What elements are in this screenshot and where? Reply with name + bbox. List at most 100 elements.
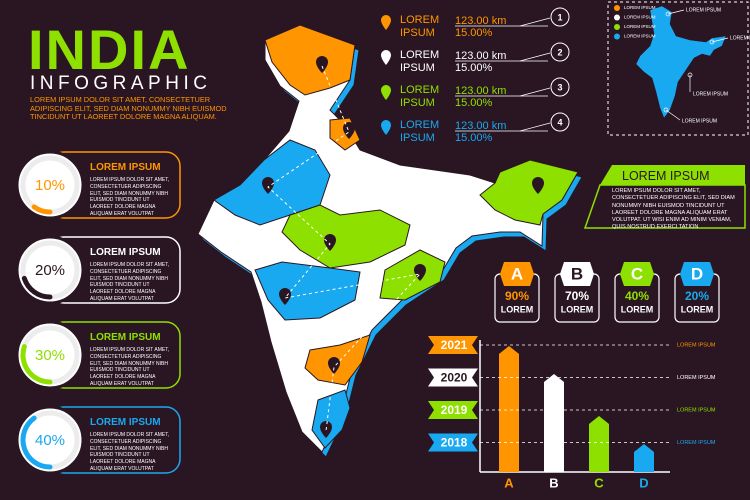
legend-label: LOREM IPSUM: [624, 15, 656, 20]
pin-icon: [381, 50, 391, 65]
number-circle: [550, 112, 570, 132]
mini-map-label: LOREM IPSUM: [682, 118, 717, 124]
india-map: [197, 24, 583, 458]
bar-label: D: [639, 475, 648, 490]
location-name: LOREM IPSUM: [400, 49, 440, 74]
pin-icon: [381, 15, 391, 30]
bar-label: C: [594, 475, 604, 490]
location-distance: 123.00 km: [455, 50, 507, 62]
location-distance: 123.00 km: [455, 85, 507, 97]
legend-dot: [614, 5, 620, 11]
badge-caption: LOREM: [681, 304, 714, 314]
card-disc: [15, 150, 85, 220]
card-text: LOREM IPSUM DOLOR SIT AMET, CONSECTETUER…: [90, 177, 170, 217]
year-note: LOREM IPSUM: [677, 375, 716, 381]
intro-text: LOREM IPSUM DOLOR SIT AMET, CONSECTETUER…: [30, 95, 227, 122]
badge-hex: [500, 262, 534, 286]
badge-letter: D: [691, 264, 703, 283]
badge-hex: [620, 262, 654, 286]
year-note: LOREM IPSUM: [677, 342, 716, 348]
ring-arc: [21, 275, 53, 300]
badge-percent: 20%: [685, 289, 709, 303]
ring-arc: [20, 344, 53, 385]
year-tag: [428, 336, 478, 354]
connector: [519, 87, 551, 97]
bar-label: B: [549, 475, 558, 490]
card-percent: 10%: [35, 177, 65, 194]
legend-label: LOREM IPSUM: [624, 5, 656, 10]
badge-caption: LOREM: [561, 304, 594, 314]
card-text: LOREM IPSUM DOLOR SIT AMET, CONSECTETUER…: [90, 262, 170, 302]
location-number: 4: [557, 117, 562, 127]
legend-dot: [614, 14, 620, 21]
ring-arc: [31, 204, 53, 215]
year-note: LOREM IPSUM: [677, 407, 716, 413]
number-circle: [550, 77, 570, 97]
location-distance: 123.00 km: [455, 15, 507, 27]
bar: [544, 374, 564, 472]
year-tag: [428, 433, 478, 452]
badge-letter: A: [511, 264, 523, 283]
bar-label: A: [504, 475, 514, 490]
year-label: 2018: [441, 436, 468, 450]
ring-arc: [20, 415, 53, 470]
badge-percent: 70%: [565, 289, 589, 303]
card-title: LOREM IPSUM: [90, 417, 161, 428]
legend-label: LOREM IPSUM: [624, 24, 656, 29]
card-percent: 30%: [35, 347, 65, 364]
number-circle: [550, 7, 570, 27]
badge-percent: 40%: [625, 289, 649, 303]
mini-map-label: LOREM IPSUM: [730, 35, 750, 41]
info-box-header: [600, 165, 745, 185]
location-name: LOREM IPSUM: [400, 84, 440, 109]
card-percent: 20%: [35, 262, 65, 279]
location-share: 15.00%: [455, 62, 493, 74]
location-number: 1: [557, 12, 562, 22]
badge-hex: [680, 262, 714, 286]
bar: [589, 416, 609, 472]
location-name: LOREM IPSUM: [400, 14, 440, 39]
mini-map: [635, 5, 727, 119]
location-name: LOREM IPSUM: [400, 119, 440, 144]
badge-caption: LOREM: [621, 304, 654, 314]
card-title: LOREM IPSUM: [90, 247, 161, 258]
info-box-text: LOREM IPSUM DOLOR SIT AMET, CONSECTETUER…: [612, 188, 735, 231]
info-box-frame: [583, 184, 746, 229]
card-title: LOREM IPSUM: [90, 332, 161, 343]
mini-map-label: LOREM IPSUM: [693, 91, 728, 97]
connector: [519, 17, 551, 27]
subtitle: INFOGRAPHIC: [30, 73, 212, 94]
location-number: 3: [557, 82, 562, 92]
mini-map-leaders: [663, 9, 729, 121]
bar: [634, 444, 654, 472]
info-box-title: LOREM IPSUM: [622, 169, 710, 183]
connector: [519, 122, 551, 132]
card-percent: 40%: [35, 432, 65, 449]
legend-dot: [614, 24, 620, 30]
location-share: 15.00%: [455, 97, 493, 109]
card-disc: [15, 320, 85, 390]
mini-map-label: LOREM IPSUM: [686, 7, 721, 13]
title: INDIA: [28, 18, 191, 81]
bar: [499, 346, 519, 472]
location-share: 15.00%: [455, 132, 493, 144]
card-text: LOREM IPSUM DOLOR SIT AMET, CONSECTETUER…: [90, 432, 170, 472]
number-circle: [550, 42, 570, 62]
mini-map-frame: [607, 1, 749, 136]
year-tag: [428, 401, 478, 419]
location-distance: 123.00 km: [455, 120, 507, 132]
pin-icon: [381, 85, 391, 100]
pin-icon: [381, 120, 391, 135]
card-disc: [15, 235, 85, 305]
year-note: LOREM IPSUM: [677, 440, 716, 446]
connector: [519, 52, 551, 62]
badge-letter: B: [571, 264, 583, 283]
card-title: LOREM IPSUM: [90, 162, 161, 173]
location-share: 15.00%: [455, 27, 493, 39]
year-tag: [428, 368, 478, 387]
legend-label: LOREM IPSUM: [624, 34, 656, 39]
badge-caption: LOREM: [501, 304, 534, 314]
year-label: 2019: [441, 403, 468, 417]
